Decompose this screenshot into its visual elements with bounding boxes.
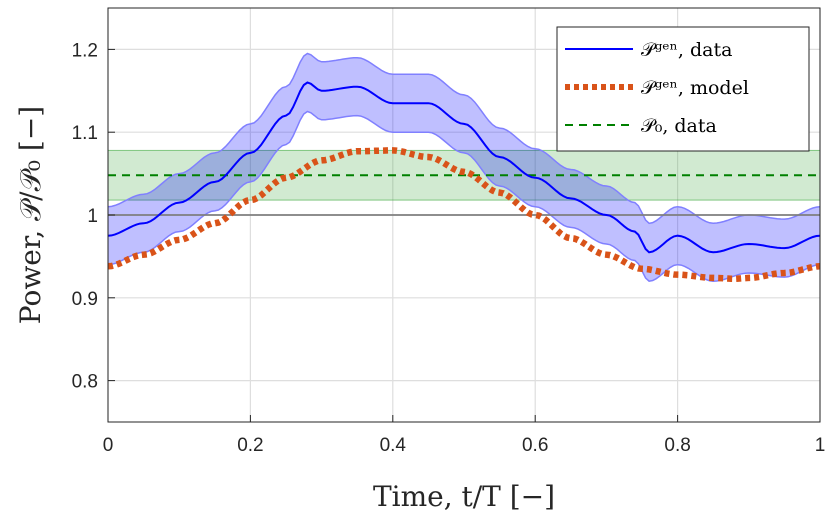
- pgen-model-line: [107, 147, 821, 283]
- legend-pgen-data-label: 𝒫ᵍᵉⁿ, data: [641, 39, 732, 61]
- pgen-band-upper-edge: [107, 52, 821, 225]
- line-layer: [107, 81, 821, 283]
- x-tick-label: 0.2: [237, 435, 263, 456]
- x-tick-label: 0.4: [380, 435, 407, 456]
- pgen-data-line: [107, 81, 821, 254]
- x-tick-label: 0: [103, 435, 114, 456]
- y-tick-label: 1.1: [72, 123, 98, 144]
- pgen-spread-band: [108, 53, 820, 282]
- x-tick-label: 0.8: [664, 435, 690, 456]
- tick-layer: 0 0.2 0.4 0.6 0.8 1 0.8 0.9 1 1.1 1.2: [72, 40, 826, 456]
- y-tick-label: 1: [87, 206, 98, 227]
- x-tick-label: 0.6: [522, 435, 548, 456]
- y-tick-label: 0.9: [72, 289, 98, 310]
- y-tick-label: 1.2: [72, 40, 98, 61]
- y-tick-label: 0.8: [72, 372, 98, 393]
- legend-pgen-model-label: 𝒫ᵍᵉⁿ, model: [641, 77, 749, 99]
- y-axis-label: Power, 𝒫/𝒫₀ [−]: [14, 106, 47, 324]
- legend-box: [556, 26, 810, 152]
- x-tick-label: 1: [815, 435, 826, 456]
- legend: 𝒫ᵍᵉⁿ, data 𝒫ᵍᵉⁿ, model 𝒫₀, data: [556, 26, 810, 152]
- legend-p0-data-label: 𝒫₀, data: [641, 115, 717, 137]
- x-axis-label: Time, t/T [−]: [373, 480, 555, 513]
